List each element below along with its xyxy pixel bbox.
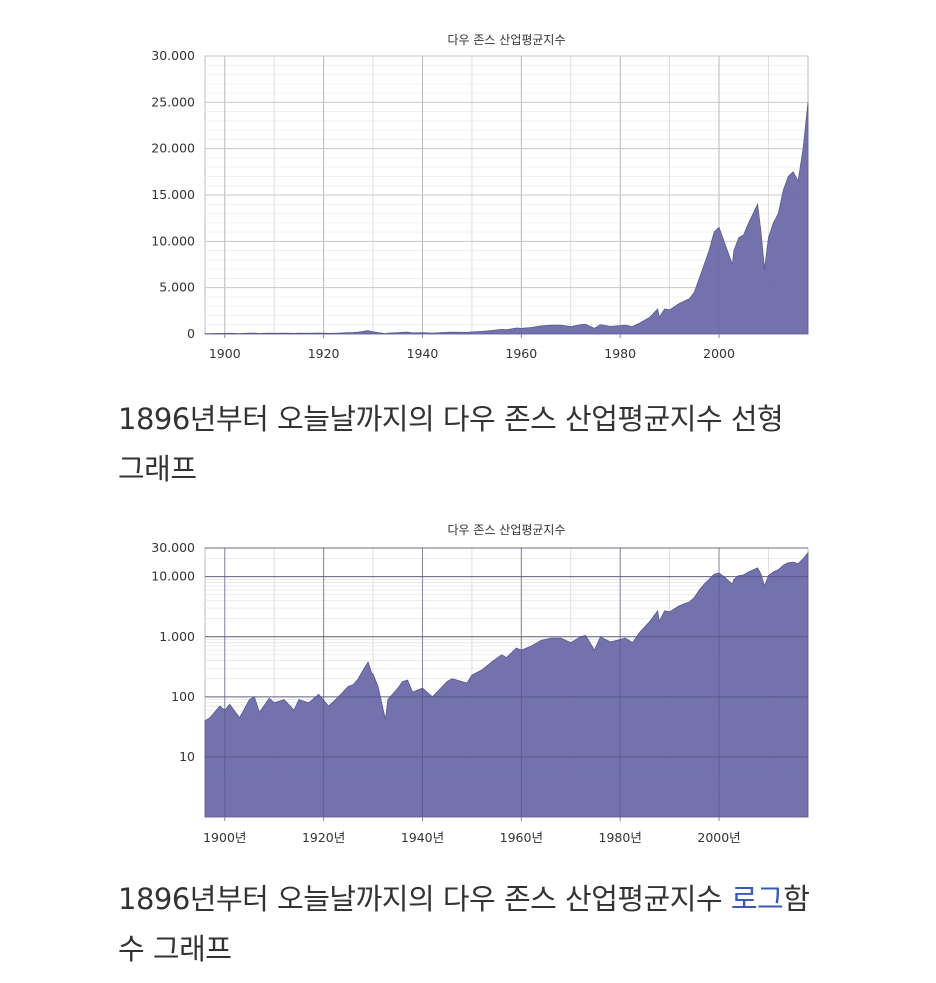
y-tick-label: 15.000 [151,187,195,202]
x-tick-label: 1940 [407,346,439,361]
dow-area-series [204,551,809,818]
y-tick-label: 0 [187,326,195,341]
x-tick-label: 1960년 [500,830,543,845]
dow-area-series [204,102,809,335]
linear-chart: 다우 존스 산업평균지수 0 5.000 10.000 15.000 20.000 25.0… [151,33,809,361]
log-chart-caption: 1896년부터 오늘날까지의 다우 존스 산업평균지수 로그함수 그래프 [118,874,818,974]
y-tick-label: 5.000 [159,280,195,295]
log-caption-suffix: 함수 그래프 [118,882,810,966]
x-tick-label: 1900 [209,346,241,361]
chart-title: 다우 존스 산업평균지수 [447,33,565,47]
y-tick-label: 100 [171,689,195,704]
x-tick-label: 1960 [505,346,537,361]
x-tick-label: 1920년 [302,830,345,845]
x-tick-label: 2000년 [697,830,740,845]
linear-chart-caption: 1896년부터 오늘날까지의 다우 존스 산업평균지수 선형 그래프 [118,402,784,486]
y-tick-label: 30.000 [151,540,195,555]
y-tick-label: 30.000 [151,48,195,63]
x-tick-label: 1900년 [203,830,246,845]
y-tick-label: 25.000 [151,94,195,109]
x-tick-label: 2000 [703,346,735,361]
x-tick-label: 1980 [604,346,636,361]
log-wiki-link[interactable]: 로그 [730,882,784,916]
x-tick-label: 1920 [308,346,340,361]
y-tick-label: 10.000 [151,233,195,248]
log-caption-prefix: 1896년부터 오늘날까지의 다우 존스 산업평균지수 [118,882,731,916]
log-chart: 다우 존스 산업평균지수 10 100 1.000 10.000 30.000 1900년 1… [151,523,809,845]
x-tick-label: 1940년 [401,830,444,845]
y-tick-label: 1.000 [159,629,195,644]
y-tick-label: 10 [179,749,195,764]
y-tick-label: 10.000 [151,569,195,584]
x-tick-label: 1980년 [599,830,642,845]
chart-title: 다우 존스 산업평균지수 [447,523,565,537]
y-tick-label: 20.000 [151,141,195,156]
